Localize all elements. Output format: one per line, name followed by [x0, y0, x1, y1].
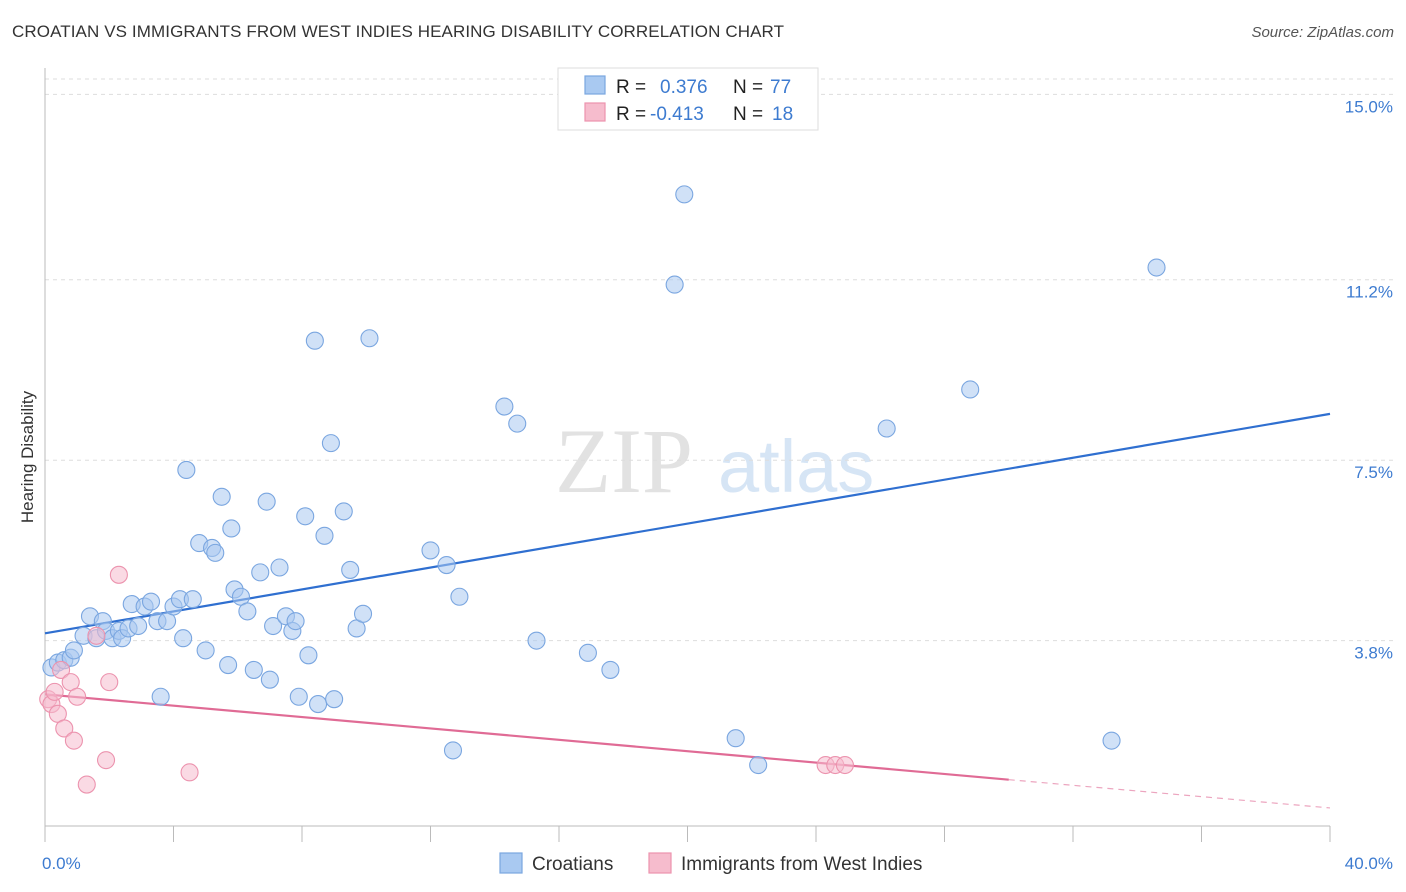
- legend-n-label-2: N =: [733, 104, 763, 125]
- point-west-indies: [835, 755, 854, 775]
- point-croatians: [309, 695, 328, 714]
- point-croatians: [177, 460, 196, 479]
- point-croatians: [508, 414, 527, 433]
- point-croatians: [183, 590, 202, 609]
- bottom-legend-swatch-croatians: [499, 852, 523, 874]
- point-croatians: [129, 616, 148, 636]
- trend-line-west-indies-extension: [1008, 779, 1331, 809]
- point-croatians: [726, 729, 745, 748]
- point-croatians: [1102, 731, 1121, 750]
- x-tick-label: 40.0%: [1345, 854, 1393, 873]
- y-tick-label: 15.0%: [1345, 97, 1393, 116]
- x-tick-label: 0.0%: [42, 854, 81, 873]
- bottom-legend-swatch-west-indies: [648, 852, 672, 874]
- legend-r-value-1: 0.376: [660, 77, 708, 98]
- point-croatians: [877, 419, 896, 438]
- point-croatians: [341, 560, 360, 579]
- point-croatians: [257, 492, 276, 511]
- trend-line-croatians: [44, 412, 1331, 635]
- y-tick-label: 7.5%: [1354, 463, 1393, 482]
- point-west-indies: [45, 682, 64, 701]
- point-west-indies: [109, 565, 128, 584]
- y-tick-label: 3.8%: [1354, 644, 1393, 663]
- watermark-atlas: atlas: [718, 425, 874, 508]
- legend-r-label-1: R =: [616, 77, 646, 98]
- point-west-indies: [68, 687, 87, 706]
- stats-legend: R = 0.376 N = 77 R = -0.413 N = 18: [557, 67, 819, 131]
- point-croatians: [1147, 258, 1166, 277]
- source-credit: Source: ZipAtlas.com: [1251, 24, 1394, 41]
- point-croatians: [961, 380, 980, 399]
- point-croatians: [238, 602, 257, 621]
- point-croatians: [321, 434, 340, 453]
- legend-n-value-2: 18: [772, 104, 793, 125]
- point-croatians: [315, 526, 334, 545]
- legend-swatch-croatians: [584, 75, 606, 95]
- point-croatians: [251, 563, 270, 582]
- point-croatians: [174, 629, 193, 648]
- point-west-indies: [100, 673, 119, 692]
- point-west-indies: [55, 719, 74, 738]
- point-croatians: [289, 687, 308, 706]
- point-croatians: [299, 646, 318, 665]
- point-croatians: [450, 587, 469, 606]
- point-west-indies: [52, 660, 71, 679]
- point-croatians: [151, 687, 170, 706]
- bottom-legend-label-west-indies: Immigrants from West Indies: [681, 854, 922, 875]
- point-croatians: [219, 655, 238, 675]
- y-tick-labels: 3.8% 7.5% 11.2% 15.0%: [1345, 97, 1393, 662]
- point-croatians: [360, 329, 379, 348]
- chart-title: CROATIAN VS IMMIGRANTS FROM WEST INDIES …: [12, 22, 785, 41]
- watermark-zip: ZIP: [555, 410, 693, 512]
- point-croatians: [206, 543, 225, 562]
- point-croatians: [244, 660, 263, 679]
- point-croatians: [325, 690, 344, 709]
- point-croatians: [495, 397, 514, 416]
- point-croatians: [296, 507, 315, 526]
- legend-swatch-west-indies: [584, 102, 606, 122]
- point-croatians: [353, 604, 373, 623]
- gridlines: [45, 78, 1395, 642]
- point-croatians: [527, 631, 546, 650]
- point-croatians: [212, 487, 231, 506]
- bottom-legend-label-croatians: Croatians: [532, 854, 613, 875]
- series-legend: Croatians Immigrants from West Indies: [499, 852, 922, 875]
- point-croatians: [437, 556, 456, 575]
- y-tick-label: 11.2%: [1346, 283, 1393, 302]
- point-croatians: [270, 558, 289, 577]
- point-croatians: [665, 275, 684, 294]
- point-croatians: [196, 641, 215, 660]
- point-west-indies: [180, 763, 199, 782]
- legend-r-label-2: R =: [616, 104, 646, 125]
- point-west-indies: [64, 731, 83, 750]
- legend-n-label-1: N =: [733, 77, 763, 98]
- point-croatians: [305, 331, 324, 350]
- point-croatians: [675, 185, 694, 204]
- data-points: [39, 185, 1166, 794]
- point-croatians: [286, 612, 305, 631]
- legend-r-value-2: -0.413: [650, 104, 704, 125]
- point-croatians: [601, 660, 620, 679]
- point-croatians: [443, 741, 463, 760]
- x-tick-labels: 0.0% 40.0%: [42, 854, 1393, 873]
- legend-n-value-1: 77: [770, 77, 791, 98]
- point-croatians: [222, 519, 241, 538]
- point-croatians: [749, 755, 768, 775]
- point-croatians: [64, 641, 83, 660]
- point-west-indies: [96, 751, 116, 770]
- point-croatians: [260, 670, 279, 689]
- point-croatians: [578, 643, 597, 662]
- point-croatians: [421, 541, 440, 560]
- point-croatians: [334, 502, 353, 521]
- point-croatians: [264, 616, 283, 636]
- y-axis-title: Hearing Disability: [18, 390, 37, 523]
- point-croatians: [141, 592, 161, 611]
- point-west-indies: [77, 775, 96, 794]
- point-west-indies: [87, 626, 106, 645]
